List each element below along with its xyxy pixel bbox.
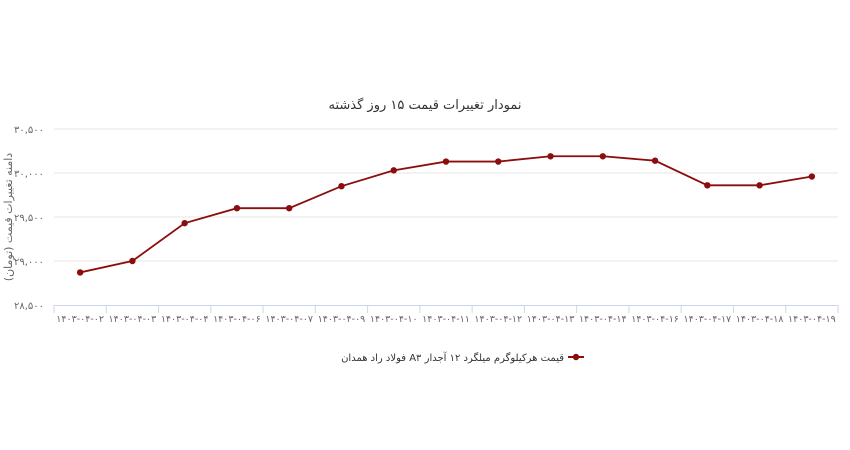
x-tick-label: ۱۴۰۳-۰۴-۱۷ [683,314,731,325]
data-point[interactable] [338,183,345,190]
x-tick-label: ۱۴۰۳-۰۴-۱۳ [527,314,575,325]
data-series [76,153,816,276]
x-tick-label: ۱۴۰۳-۰۴-۱۲ [474,314,522,325]
legend[interactable]: فولاد راد همدان A۳ قیمت هرکیلوگرم میلگرد… [341,351,584,364]
data-point[interactable] [651,157,659,164]
data-point[interactable] [808,173,816,180]
x-axis: ۱۴۰۳-۰۴-۰۲ ۱۴۰۳-۰۴-۰۳ ۱۴۰۳-۰۴-۰۴ ۱۴۰۳-۰۴-۰۶… [53,305,839,325]
data-point[interactable] [599,153,606,160]
y-tick-label: ۳۰,۰۰۰ [14,169,44,180]
data-point[interactable] [76,269,84,276]
data-point[interactable] [129,257,136,265]
y-axis-label: دامنه تغییرات قیمت (تومان) [2,153,15,282]
x-tick-label: ۱۴۰۳-۰۴-۱۹ [788,314,836,325]
y-tick-label: ۳۰,۵۰۰ [14,125,44,136]
grid-lines [54,128,838,262]
data-point[interactable] [181,219,188,227]
x-tick-label: ۱۴۰۳-۰۴-۰۴ [161,314,209,325]
data-point[interactable] [442,158,450,165]
data-point[interactable] [756,182,763,189]
x-tick-label: ۱۴۰۳-۰۴-۰۶ [213,314,261,325]
data-point[interactable] [495,158,502,165]
legend-marker[interactable] [572,353,580,361]
data-point[interactable] [233,205,241,212]
data-point[interactable] [547,153,554,160]
data-point[interactable] [286,205,293,212]
y-tick-label: ۲۹,۰۰۰ [14,257,44,268]
x-tick-label: ۱۴۰۳-۰۴-۰۳ [109,314,157,325]
x-tick-label: ۱۴۰۳-۰۴-۰۲ [56,314,104,325]
y-tick-label: ۲۹,۵۰۰ [14,213,44,224]
x-tick-label: ۱۴۰۳-۰۴-۱۸ [736,314,784,325]
x-tick-label: ۱۴۰۳-۰۴-۱۶ [631,314,679,325]
y-tick-label: ۲۸,۵۰۰ [14,301,44,312]
x-tick-label: ۱۴۰۳-۰۴-۱۱ [422,314,470,325]
data-point[interactable] [704,182,711,189]
data-point[interactable] [390,167,397,174]
chart-title: نمودار تغییرات قیمت ۱۵ روز گذشته [329,97,522,113]
series-line [79,155,813,274]
x-tick-label: ۱۴۰۳-۰۴-۰۹ [318,314,366,325]
legend-label[interactable]: فولاد راد همدان A۳ قیمت هرکیلوگرم میلگرد… [341,351,564,364]
x-tick-label: ۱۴۰۳-۰۴-۱۰ [370,314,418,325]
y-axis-ticks: ۲۸,۵۰۰ ۲۹,۰۰۰ ۲۹,۵۰۰ ۳۰,۰۰۰ ۳۰,۵۰۰ [14,125,44,312]
x-tick-label: ۱۴۰۳-۰۴-۱۴ [579,314,627,325]
x-tick-label: ۱۴۰۳-۰۴-۰۷ [265,314,313,325]
